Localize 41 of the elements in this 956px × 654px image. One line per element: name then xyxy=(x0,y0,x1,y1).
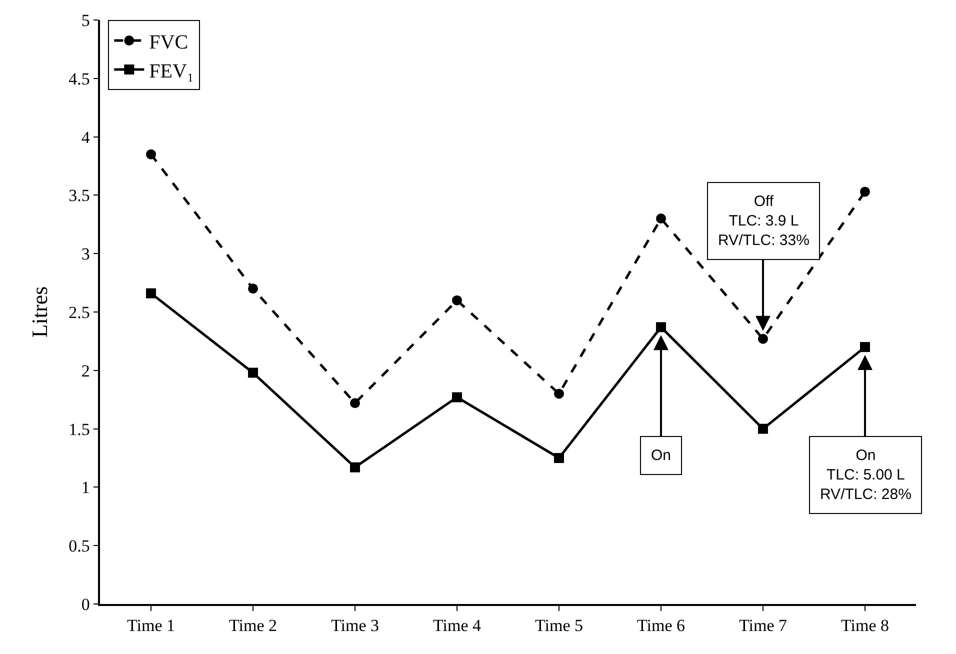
x-tick-label: Time 6 xyxy=(636,616,686,636)
point xyxy=(452,392,462,402)
point xyxy=(554,453,564,463)
point xyxy=(554,388,564,399)
x-tick-label: Time 5 xyxy=(534,616,584,636)
annotation: On TLC: 5.00 L RV/TLC: 28% xyxy=(820,447,912,503)
x-tick-label: Time 3 xyxy=(330,616,380,636)
point xyxy=(248,284,258,294)
point xyxy=(656,322,666,332)
legend-label: FEV₁ xyxy=(149,60,194,82)
x-tick-label: Time 7 xyxy=(738,616,788,636)
legend-label: FVC xyxy=(149,31,188,54)
y-tick-label: 3 xyxy=(81,244,90,264)
y-tick-label: 0 xyxy=(81,594,90,614)
point xyxy=(350,462,360,472)
y-tick-label: 0.5 xyxy=(68,536,90,556)
y-tick-label: 4 xyxy=(81,128,90,147)
point xyxy=(860,186,870,197)
point xyxy=(146,288,156,298)
x-tick-label: Time 2 xyxy=(228,616,278,636)
y-tick-label: 2 xyxy=(81,361,90,380)
point xyxy=(860,342,870,352)
x-tick-label: Time 8 xyxy=(840,616,890,636)
point xyxy=(146,149,156,160)
y-tick-label: 2.5 xyxy=(68,302,90,322)
annotation: On xyxy=(651,447,672,464)
y-axis-title: Litres xyxy=(26,286,52,338)
point xyxy=(452,295,462,306)
y-tick-label: 4.5 xyxy=(68,69,90,88)
point xyxy=(758,334,768,344)
y-tick-label: 5 xyxy=(81,10,90,30)
x-tick-label: Time 4 xyxy=(432,616,482,636)
point xyxy=(350,398,360,408)
y-tick-label: 1 xyxy=(81,478,90,498)
point xyxy=(248,368,258,378)
y-tick-label: 3.5 xyxy=(68,186,90,206)
point xyxy=(758,424,768,434)
x-tick-label: Time 1 xyxy=(126,616,176,636)
y-tick-label: 1.5 xyxy=(68,420,90,439)
point xyxy=(656,214,666,224)
annotation: Off TLC: 3.9 L RV/TLC: 33% xyxy=(718,193,810,249)
